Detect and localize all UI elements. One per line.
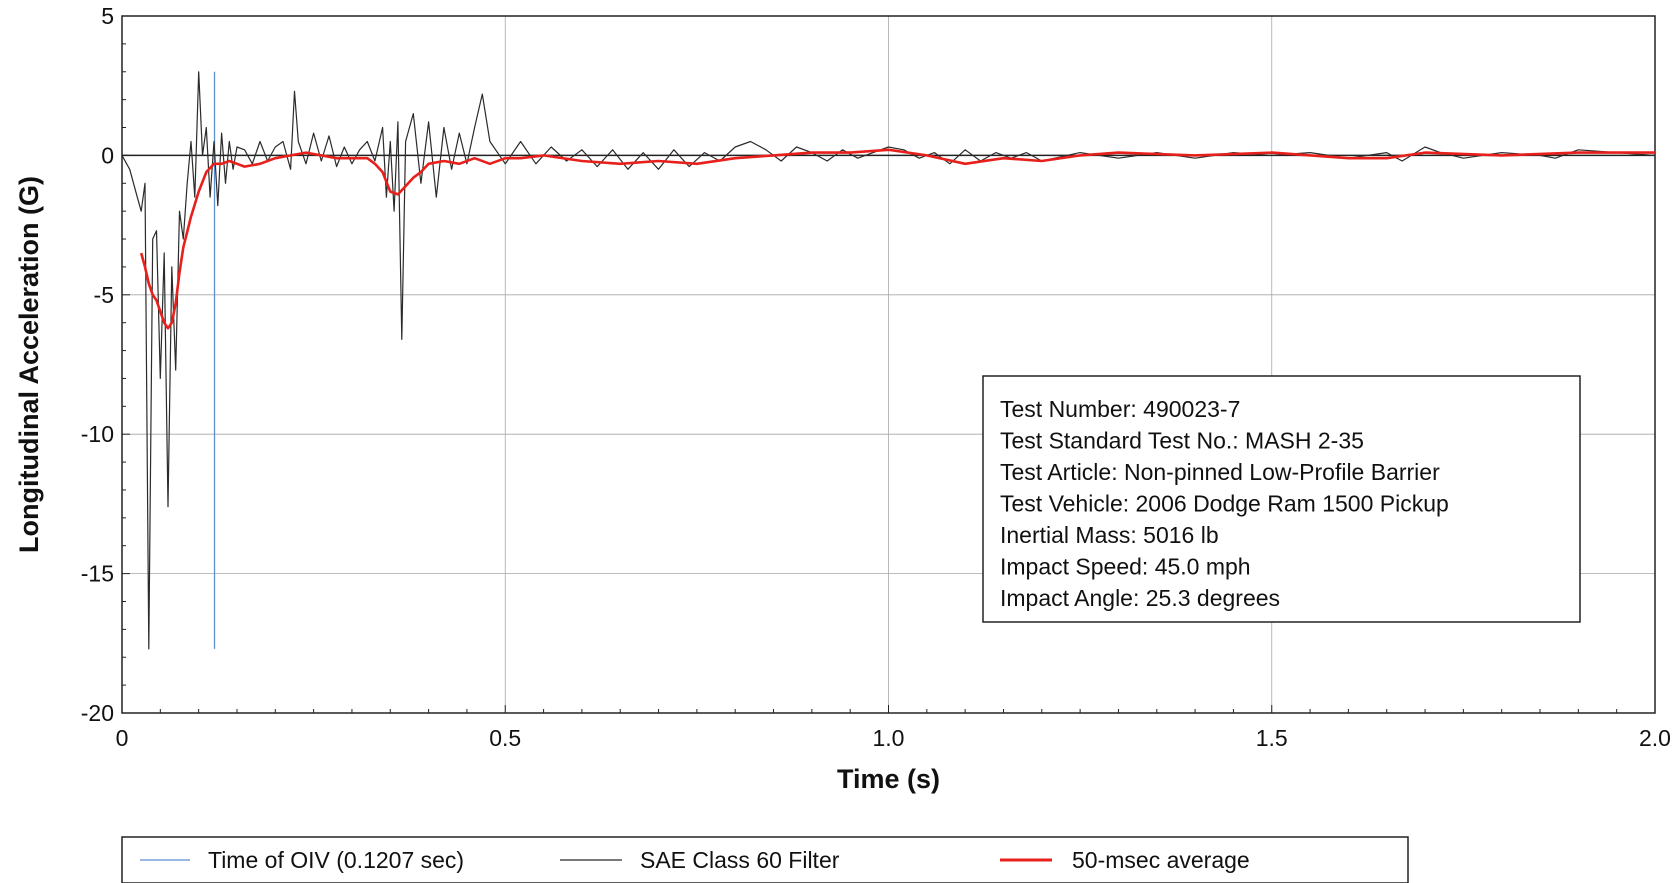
info-line: Test Number: 490023-7 [1000, 396, 1240, 422]
y-axis-ticks: 5 0 -5 -10 -15 -20 [81, 3, 114, 726]
info-line: Test Vehicle: 2006 Dodge Ram 1500 Pickup [1000, 491, 1449, 517]
x-axis-title: Time (s) [837, 764, 940, 794]
x-tick-label: 0.5 [489, 725, 521, 751]
info-box-frame [982, 375, 1581, 623]
y-tick-label: -10 [81, 421, 114, 447]
y-axis-title: Longitudinal Acceleration (G) [14, 176, 44, 553]
x-tick-label: 1.5 [1256, 725, 1288, 751]
x-tick-label: 0 [116, 725, 129, 751]
info-line: Test Article: Non-pinned Low-Profile Bar… [1000, 459, 1440, 485]
series-layer [121, 71, 1656, 650]
info-line: Impact Angle: 25.3 degrees [1000, 585, 1280, 611]
x-tick-label: 1.0 [873, 725, 905, 751]
info-line: Test Standard Test No.: MASH 2-35 [1000, 428, 1364, 454]
legend-label: 50-msec average [1072, 847, 1250, 873]
legend-frame [121, 836, 1409, 883]
y-tick-label: -20 [81, 700, 114, 726]
y-tick-label: 5 [101, 3, 114, 29]
x-tick-label: 2.0 [1639, 725, 1671, 751]
plot-frame [121, 15, 1656, 714]
legend-label: Time of OIV (0.1207 sec) [208, 847, 464, 873]
series-50msec-average [139, 148, 1655, 330]
y-tick-label: -15 [81, 561, 114, 587]
legend: Time of OIV (0.1207 sec) SAE Class 60 Fil… [121, 836, 1409, 883]
test-info-box: Test Number: 490023-7 Test Standard Test … [982, 375, 1581, 623]
x-axis-ticks: 0 0.5 1.0 1.5 2.0 [116, 725, 1671, 751]
info-line: Inertial Mass: 5016 lb [1000, 522, 1219, 548]
info-line: Impact Speed: 45.0 mph [1000, 554, 1251, 580]
y-tick-label: 0 [101, 142, 114, 168]
legend-label: SAE Class 60 Filter [640, 847, 840, 873]
series-sae-class-60 [121, 71, 1656, 650]
y-tick-label: -5 [94, 282, 114, 308]
